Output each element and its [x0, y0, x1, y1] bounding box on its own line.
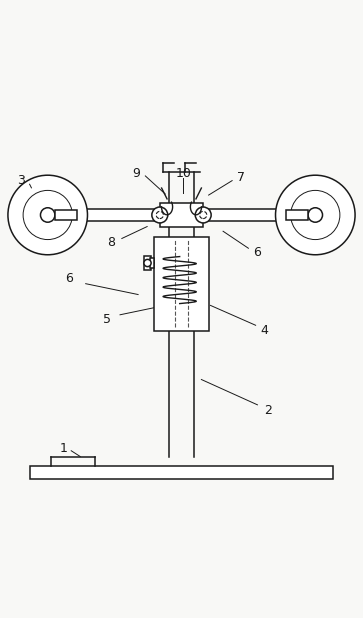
- Circle shape: [23, 190, 72, 240]
- Circle shape: [308, 208, 323, 222]
- Text: 1: 1: [60, 442, 68, 455]
- Text: 5: 5: [103, 313, 111, 326]
- Bar: [30, 467, 333, 479]
- Circle shape: [195, 207, 211, 223]
- Bar: [55, 211, 77, 219]
- Text: 3: 3: [17, 174, 25, 187]
- Bar: [15, 210, 169, 221]
- Circle shape: [156, 211, 163, 219]
- Bar: [194, 210, 348, 221]
- Text: 7: 7: [237, 171, 245, 184]
- Circle shape: [200, 211, 207, 219]
- Text: 10: 10: [175, 167, 191, 180]
- Circle shape: [144, 260, 151, 266]
- Circle shape: [40, 208, 55, 222]
- Bar: [286, 211, 308, 219]
- Circle shape: [152, 207, 168, 223]
- Text: 9: 9: [132, 167, 140, 180]
- Text: 6: 6: [65, 272, 73, 285]
- Text: 8: 8: [107, 235, 115, 248]
- Circle shape: [291, 190, 340, 240]
- Text: 6: 6: [253, 247, 261, 260]
- Text: 2: 2: [264, 404, 272, 417]
- Bar: [154, 237, 209, 331]
- Bar: [144, 256, 151, 270]
- Text: 4: 4: [261, 324, 269, 337]
- Bar: [160, 203, 203, 227]
- Bar: [150, 258, 154, 268]
- Circle shape: [8, 176, 87, 255]
- Circle shape: [276, 176, 355, 255]
